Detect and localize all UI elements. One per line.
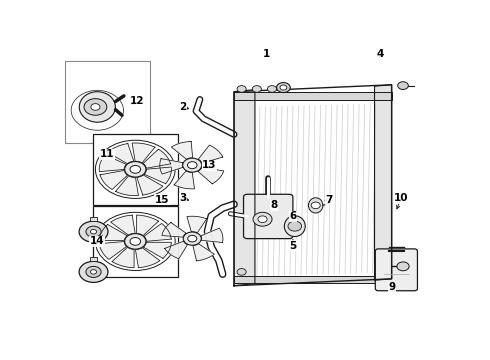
Polygon shape (174, 171, 195, 189)
Bar (234, 276, 392, 283)
Ellipse shape (309, 198, 323, 213)
Circle shape (183, 232, 201, 245)
Text: 3: 3 (179, 193, 186, 203)
Circle shape (130, 238, 141, 245)
Circle shape (130, 166, 141, 173)
Bar (93, 134, 178, 205)
Text: 10: 10 (394, 193, 408, 203)
Polygon shape (111, 215, 135, 235)
Text: 7: 7 (325, 195, 333, 205)
Circle shape (253, 212, 272, 226)
Circle shape (79, 261, 108, 283)
Circle shape (397, 262, 409, 271)
Polygon shape (135, 248, 160, 267)
Polygon shape (99, 155, 126, 172)
Polygon shape (99, 225, 127, 240)
Circle shape (91, 270, 97, 274)
Polygon shape (116, 176, 139, 195)
Polygon shape (234, 90, 255, 286)
Polygon shape (201, 228, 223, 243)
Polygon shape (100, 170, 127, 189)
Circle shape (84, 99, 107, 115)
Polygon shape (165, 241, 188, 259)
Circle shape (288, 221, 302, 231)
Circle shape (276, 82, 290, 93)
Circle shape (188, 235, 197, 242)
Circle shape (268, 86, 276, 92)
Polygon shape (172, 141, 193, 159)
Circle shape (86, 226, 101, 237)
Polygon shape (144, 167, 172, 184)
Polygon shape (137, 175, 163, 195)
Polygon shape (160, 159, 183, 174)
Text: 1: 1 (263, 49, 270, 59)
Text: 14: 14 (90, 237, 105, 246)
Polygon shape (198, 145, 223, 163)
Polygon shape (108, 144, 134, 164)
Polygon shape (143, 149, 171, 168)
Polygon shape (193, 244, 214, 261)
Circle shape (237, 269, 246, 275)
Polygon shape (132, 143, 155, 163)
Circle shape (252, 86, 261, 92)
Ellipse shape (79, 92, 115, 122)
Text: 4: 4 (376, 49, 384, 59)
Circle shape (124, 162, 146, 177)
Text: 11: 11 (99, 149, 114, 159)
Circle shape (398, 82, 408, 90)
Circle shape (86, 266, 101, 278)
Circle shape (91, 229, 97, 234)
Text: 13: 13 (202, 160, 217, 170)
FancyBboxPatch shape (375, 249, 417, 291)
Polygon shape (99, 242, 126, 259)
Circle shape (237, 86, 246, 92)
Text: 15: 15 (155, 195, 169, 205)
Bar (93, 206, 178, 277)
Text: 12: 12 (130, 96, 145, 107)
Circle shape (124, 234, 146, 249)
Circle shape (258, 216, 267, 222)
Polygon shape (143, 242, 171, 258)
Circle shape (311, 202, 320, 209)
Circle shape (183, 158, 202, 172)
Ellipse shape (284, 216, 305, 237)
Text: 2: 2 (179, 102, 186, 112)
Text: 5: 5 (289, 240, 296, 251)
Polygon shape (198, 167, 224, 184)
Bar (90, 257, 98, 261)
Bar (90, 217, 98, 221)
Circle shape (91, 104, 100, 110)
FancyBboxPatch shape (244, 194, 293, 239)
Circle shape (280, 85, 287, 90)
Circle shape (79, 221, 108, 242)
Polygon shape (234, 85, 392, 286)
Text: 6: 6 (289, 211, 296, 221)
Circle shape (188, 162, 197, 169)
Polygon shape (162, 222, 186, 237)
Polygon shape (374, 85, 392, 280)
Text: 8: 8 (270, 201, 277, 210)
Polygon shape (187, 216, 207, 233)
Bar (65, 61, 150, 143)
Polygon shape (144, 224, 171, 241)
Bar (234, 92, 392, 100)
Text: 9: 9 (388, 282, 395, 292)
Polygon shape (112, 247, 134, 268)
Polygon shape (137, 215, 158, 235)
